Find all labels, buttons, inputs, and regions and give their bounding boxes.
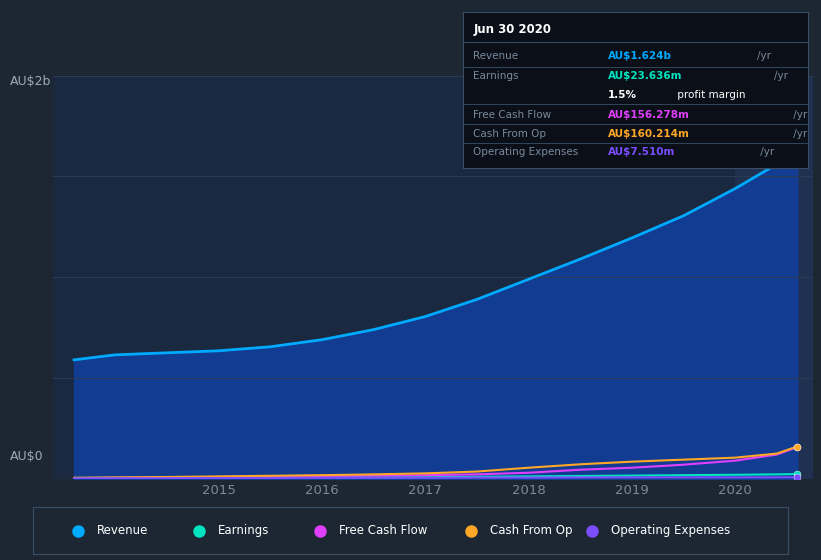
Text: AU$160.214m: AU$160.214m [608,129,690,139]
Text: AU$7.510m: AU$7.510m [608,147,676,157]
Text: /yr: /yr [757,51,771,60]
Text: Cash From Op: Cash From Op [474,129,546,139]
Text: Free Cash Flow: Free Cash Flow [474,110,552,120]
Text: Free Cash Flow: Free Cash Flow [339,524,427,537]
Text: Operating Expenses: Operating Expenses [611,524,730,537]
Text: Cash From Op: Cash From Op [490,524,572,537]
Text: /yr: /yr [773,71,787,81]
Text: profit margin: profit margin [674,90,745,100]
Text: AU$1.624b: AU$1.624b [608,51,672,60]
Text: Earnings: Earnings [474,71,519,81]
Text: Earnings: Earnings [218,524,269,537]
Bar [736,76,821,479]
Text: Revenue: Revenue [474,51,519,60]
Text: 1.5%: 1.5% [608,90,637,100]
Text: Jun 30 2020: Jun 30 2020 [474,23,552,36]
Text: Operating Expenses: Operating Expenses [474,147,579,157]
Text: AU$2b: AU$2b [10,74,51,88]
Text: AU$23.636m: AU$23.636m [608,71,682,81]
Text: /yr: /yr [790,110,807,120]
Text: /yr: /yr [757,147,774,157]
Text: Revenue: Revenue [97,524,149,537]
Text: /yr: /yr [790,129,807,139]
Text: AU$0: AU$0 [10,450,44,463]
Text: AU$156.278m: AU$156.278m [608,110,690,120]
